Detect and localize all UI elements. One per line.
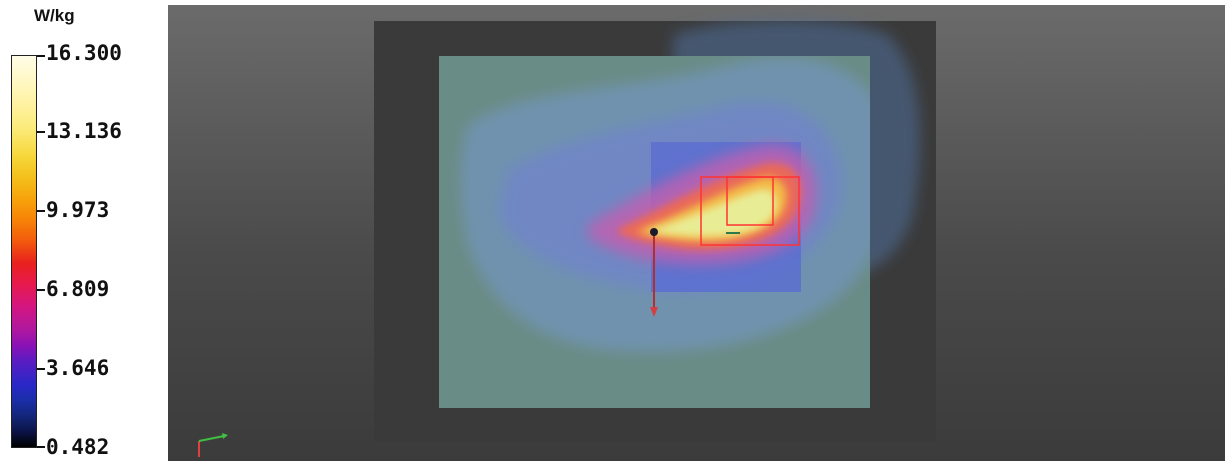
- 3d-viewport[interactable]: [168, 5, 1225, 461]
- legend-tick: [37, 55, 45, 57]
- legend-tick-label: 0.482: [46, 435, 110, 459]
- probe-marker-icon[interactable]: [650, 228, 658, 317]
- legend-tick-label: 13.136: [46, 119, 122, 143]
- legend-tick-label: 3.646: [46, 356, 110, 380]
- axes-triad-icon: [198, 433, 228, 457]
- legend-tick: [37, 368, 45, 370]
- legend-unit-label: W/kg: [34, 6, 75, 25]
- color-legend: W/kg 16.300 13.136 9.973 6.809 3.646 0.4…: [0, 0, 168, 461]
- legend-tick-label: 16.300: [46, 41, 122, 65]
- legend-tick-label: 9.973: [46, 198, 110, 222]
- averaging-cube-inner: [726, 176, 774, 226]
- legend-tick: [37, 446, 45, 448]
- legend-tick: [37, 210, 45, 212]
- legend-tick-label: 6.809: [46, 277, 110, 301]
- legend-tick: [37, 131, 45, 133]
- sar-scene: [198, 20, 936, 457]
- colorbar: [11, 55, 37, 448]
- legend-tick: [37, 289, 45, 291]
